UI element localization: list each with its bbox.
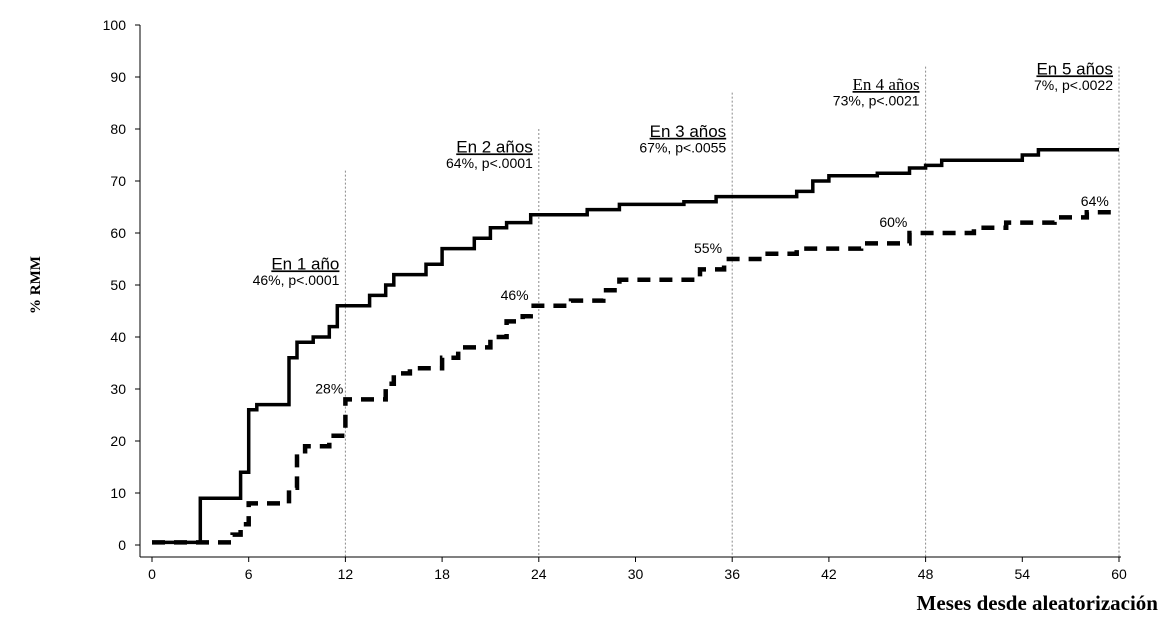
x-tick-label: 24	[531, 566, 547, 582]
y-tick-label: 30	[110, 381, 126, 397]
reference-lines	[344, 66, 1120, 557]
annotation-stat: 46%, p<.0001	[253, 272, 340, 288]
y-tick-label: 0	[118, 537, 126, 553]
point-label: 64%	[1081, 193, 1109, 209]
y-tick-label: 90	[110, 69, 126, 85]
x-tick-label: 0	[148, 566, 156, 582]
annotation-stat: 67%, p<.0055	[639, 139, 726, 155]
x-tick-label: 54	[1015, 566, 1031, 582]
y-tick-label: 40	[110, 329, 126, 345]
y-axis-title: % RMM	[28, 256, 44, 314]
x-tick-label: 42	[821, 566, 837, 582]
y-tick-label: 20	[110, 433, 126, 449]
x-tick-label: 12	[338, 566, 354, 582]
tick-labels: 0 10 20 30 40 50 60 70 80 90 100 0 6 12 18 24 30 36 42 48 54…	[103, 17, 1127, 582]
y-tick-label: 50	[110, 277, 126, 293]
annotation-stat: 64%, p<.0001	[446, 155, 533, 171]
point-label: 28%	[315, 380, 343, 396]
annotation-heading: En 4 años	[853, 75, 920, 94]
x-tick-label: 60	[1111, 566, 1127, 582]
point-label: 46%	[501, 287, 529, 303]
point-labels: 28% 46% 55% 60% 64%	[315, 193, 1109, 396]
annotation-stat: 7%, p<.0022	[1034, 77, 1113, 93]
annotation-heading: En 5 años	[1036, 59, 1113, 78]
x-axis-title: Meses desde aleatorización	[917, 591, 1159, 615]
y-tick-label: 60	[110, 225, 126, 241]
annotation-heading: En 1 año	[271, 254, 339, 273]
series-line-dashed	[152, 209, 1119, 545]
y-tick-label: 80	[110, 121, 126, 137]
series	[152, 148, 1119, 545]
x-tick-label: 36	[724, 566, 740, 582]
x-tick-label: 48	[918, 566, 934, 582]
y-tick-label: 100	[103, 17, 127, 33]
annotation-stat: 73%, p<.0021	[833, 93, 920, 109]
x-tick-label: 18	[434, 566, 450, 582]
point-label: 60%	[879, 214, 907, 230]
y-tick-label: 70	[110, 173, 126, 189]
annotation-heading: En 3 años	[650, 122, 727, 141]
y-tick-label: 10	[110, 485, 126, 501]
x-tick-label: 30	[628, 566, 644, 582]
x-tick-label: 6	[245, 566, 253, 582]
series-line-solid	[152, 148, 1119, 545]
annotation-heading: En 2 años	[456, 137, 533, 156]
axes	[139, 25, 1121, 558]
point-label: 55%	[694, 240, 722, 256]
